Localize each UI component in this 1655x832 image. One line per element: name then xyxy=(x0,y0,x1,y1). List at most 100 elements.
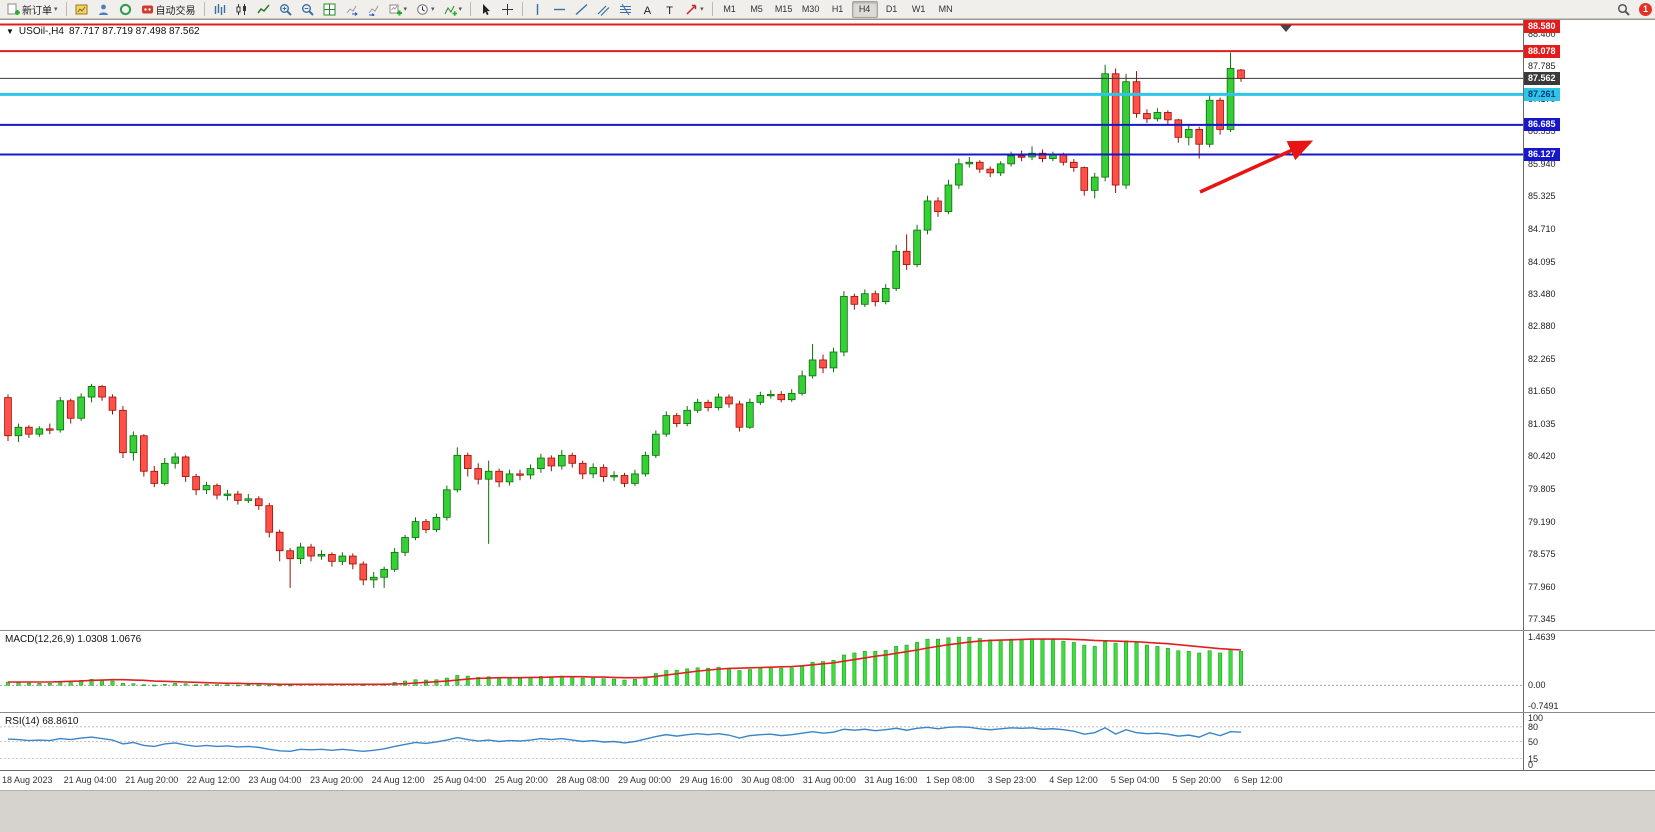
time-tick: 6 Sep 12:00 xyxy=(1234,775,1283,785)
fibonacci-button[interactable] xyxy=(615,0,636,19)
chart-shift-icon xyxy=(367,3,380,16)
time-tick: 22 Aug 12:00 xyxy=(186,775,240,785)
tile-windows-icon xyxy=(323,3,336,16)
zoom-out-button[interactable] xyxy=(297,0,318,19)
price-tick: 85.940 xyxy=(1528,158,1556,169)
ohlc-values: 87.717 87.719 87.498 87.562 xyxy=(68,26,200,37)
chart-title: ▼ USOil-,H4 87.717 87.719 87.498 87.562 xyxy=(6,26,200,37)
timeframe-button-W1[interactable]: W1 xyxy=(911,4,926,14)
macd-label: MACD(12,26,9) 1.0308 1.0676 xyxy=(5,634,142,645)
timeframe-button-M15[interactable]: M15 xyxy=(774,4,793,14)
toolbar: 新订单 ▾ 自动交易 ▾ ▾ ▾ A T ▾ M1 M5 M15 M30 H1 H4 D1 W1 MN 1 xyxy=(0,0,1655,19)
cursor-button[interactable] xyxy=(475,0,496,19)
price-tick: 88.400 xyxy=(1528,28,1556,39)
price-level-badge: 88.580 xyxy=(1524,20,1560,33)
timeframe-button-D1[interactable]: D1 xyxy=(885,4,898,14)
time-tick: 18 Aug 2023 xyxy=(2,775,53,785)
channel-button[interactable] xyxy=(593,0,614,19)
period-button[interactable]: ▾ xyxy=(412,0,439,19)
arrows-tool-button[interactable]: ▾ xyxy=(681,0,708,19)
new-order-label: 新订单 xyxy=(22,5,52,17)
vertical-line-button[interactable] xyxy=(527,0,548,19)
new-chart-icon xyxy=(389,3,402,16)
time-tick: 21 Aug 04:00 xyxy=(63,775,117,785)
data-window-icon xyxy=(97,3,110,16)
macd-plot[interactable] xyxy=(0,631,1523,712)
auto-scroll-icon xyxy=(345,3,358,16)
price-level-badge: 86.685 xyxy=(1524,118,1560,132)
tile-windows-button[interactable] xyxy=(319,0,340,19)
time-tick: 29 Aug 16:00 xyxy=(679,775,733,785)
candlestick-chart-button[interactable] xyxy=(231,0,252,19)
zoom-in-button[interactable] xyxy=(275,0,296,19)
chart-shift-button[interactable] xyxy=(363,0,384,19)
symbol-dropdown-icon[interactable]: ▼ xyxy=(6,27,14,36)
line-chart-button[interactable] xyxy=(253,0,274,19)
price-tick: 81.035 xyxy=(1528,418,1556,429)
price-tick: 82.265 xyxy=(1528,353,1556,364)
market-watch-icon xyxy=(75,3,88,16)
rsi-axis-label: 80 xyxy=(1528,721,1539,732)
macd-panel: MACD(12,26,9) 1.0308 1.0676 1.4639 0.00 -0… xyxy=(0,630,1655,712)
auto-trading-button[interactable]: 自动交易 xyxy=(137,0,200,19)
notification-badge[interactable]: 1 xyxy=(1639,2,1652,16)
time-tick: 5 Sep 20:00 xyxy=(1172,775,1221,785)
market-watch-button[interactable] xyxy=(71,0,92,19)
price-tick: 79.190 xyxy=(1528,516,1556,527)
time-tick: 31 Aug 16:00 xyxy=(864,775,918,785)
text-tool-button[interactable]: A xyxy=(637,0,658,19)
time-axis[interactable]: 18 Aug 2023 21 Aug 04:00 21 Aug 20:00 22 Au… xyxy=(0,770,1655,791)
search-button[interactable] xyxy=(1613,0,1634,19)
navigator-icon xyxy=(119,3,132,16)
new-order-button[interactable]: 新订单 ▾ xyxy=(3,0,62,19)
trendline-button[interactable] xyxy=(571,0,592,19)
rsi-plot[interactable] xyxy=(0,713,1523,770)
indicators-button[interactable]: ▾ xyxy=(440,0,467,19)
channel-icon xyxy=(597,3,610,16)
crosshair-button[interactable] xyxy=(497,0,518,19)
rsi-axis-label: 15 xyxy=(1528,753,1539,764)
clock-icon xyxy=(416,3,429,16)
price-tick: 84.095 xyxy=(1528,256,1556,267)
cursor-icon xyxy=(479,3,492,16)
search-icon xyxy=(1617,3,1630,16)
trendline-icon xyxy=(575,3,588,16)
arrow-tool-icon xyxy=(685,3,698,16)
time-tick: 1 Sep 08:00 xyxy=(926,775,975,785)
svg-text:T: T xyxy=(666,5,673,16)
text-tool-icon: A xyxy=(641,3,654,16)
new-chart-button[interactable]: ▾ xyxy=(385,0,412,19)
price-tick: 83.480 xyxy=(1528,289,1556,300)
data-window-button[interactable] xyxy=(93,0,114,19)
auto-scroll-button[interactable] xyxy=(341,0,362,19)
time-tick: 29 Aug 00:00 xyxy=(618,775,672,785)
time-tick: 28 Aug 08:00 xyxy=(556,775,610,785)
toolbar-separator xyxy=(522,2,524,16)
macd-axis-label: -0.7491 xyxy=(1528,701,1559,711)
time-tick: 31 Aug 00:00 xyxy=(802,775,856,785)
rsi-panel: RSI(14) 68.8610 100 80 50 15 0 xyxy=(0,712,1655,770)
timeframe-button-MN[interactable]: MN xyxy=(938,4,953,14)
horizontal-line-button[interactable] xyxy=(549,0,570,19)
timeframe-button-H4[interactable]: H4 xyxy=(851,0,878,18)
rsi-axis-label: 50 xyxy=(1528,736,1539,747)
price-level-badge: 87.562 xyxy=(1524,71,1560,85)
crosshair-icon xyxy=(501,3,514,16)
bar-chart-button[interactable] xyxy=(209,0,230,19)
main-chart-plot[interactable] xyxy=(0,20,1523,630)
bar-chart-icon xyxy=(213,3,226,16)
timeframe-button-M1[interactable]: M1 xyxy=(723,4,736,14)
timeframe-button-M5[interactable]: M5 xyxy=(750,4,763,14)
navigator-button[interactable] xyxy=(115,0,136,19)
candlestick-chart-icon xyxy=(235,3,248,16)
time-tick: 5 Sep 04:00 xyxy=(1110,775,1160,785)
time-tick: 24 Aug 12:00 xyxy=(371,775,425,785)
timeframe-button-M30[interactable]: M30 xyxy=(801,4,820,14)
chevron-down-icon: ▾ xyxy=(458,5,463,13)
label-tool-button[interactable]: T xyxy=(659,0,680,19)
price-axis[interactable]: 88.40087.78587.17086.55585.94085.32584.7… xyxy=(1523,20,1655,630)
chart-window: ▼ USOil-,H4 87.717 87.719 87.498 87.562 … xyxy=(0,19,1655,791)
time-tick: 3 Sep 23:00 xyxy=(987,775,1037,785)
timeframe-button-H1[interactable]: H1 xyxy=(831,4,844,14)
